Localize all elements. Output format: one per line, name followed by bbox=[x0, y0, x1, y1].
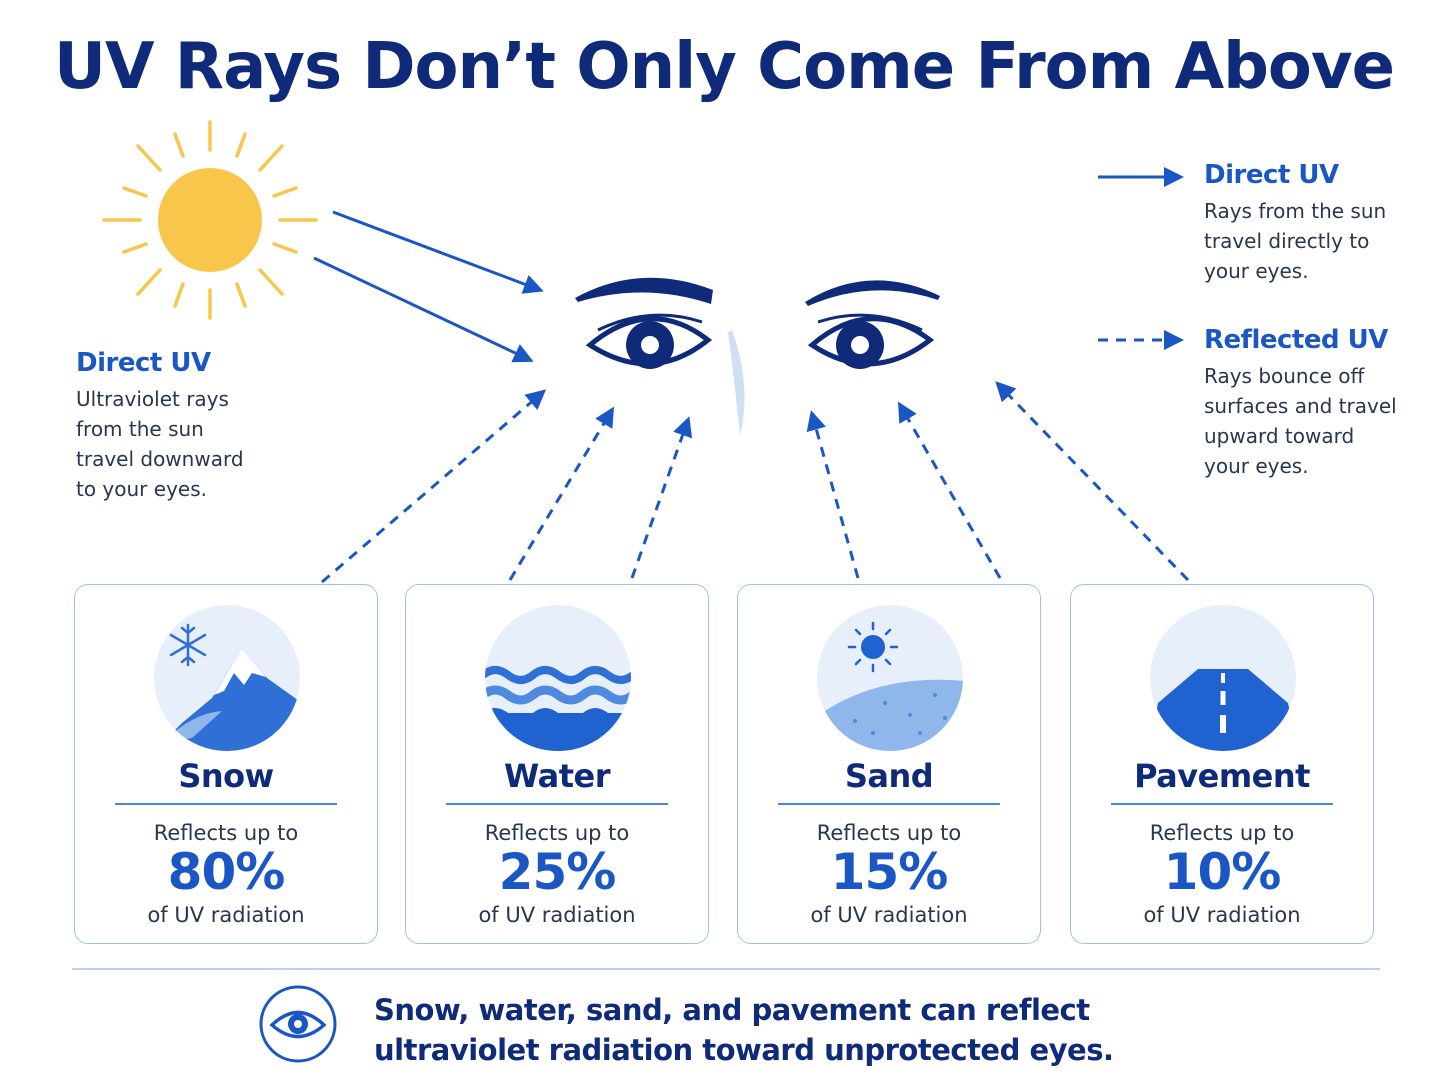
legend-direct-heading: Direct UV bbox=[1204, 160, 1339, 190]
card-divider bbox=[778, 803, 1000, 805]
legend-line: Rays from the sun bbox=[1204, 199, 1387, 223]
card-divider bbox=[115, 803, 337, 805]
surface-name: Water bbox=[503, 757, 611, 795]
surface-prefix: Reflects up to bbox=[153, 821, 299, 845]
reflected-uv-arrow bbox=[806, 410, 860, 579]
surface-card-water: Water Reflects up to 25% of UV radiation bbox=[405, 584, 709, 944]
legend-direct-text: Rays from the sun travel directly to you… bbox=[1204, 196, 1386, 286]
left-note: Direct UV Ultraviolet rays from the sun … bbox=[76, 348, 244, 504]
card-divider bbox=[1111, 803, 1333, 805]
reflected-uv-arrow bbox=[897, 401, 1002, 579]
eyes-icon bbox=[575, 277, 940, 436]
surface-suffix: of UV radiation bbox=[810, 903, 968, 927]
left-note-line: to your eyes. bbox=[76, 477, 207, 501]
footer-text: Snow, water, sand, and pavement can refl… bbox=[374, 990, 1134, 1070]
surface-percent: 25% bbox=[498, 843, 617, 901]
footer-line: ultraviolet radiation toward unprotected… bbox=[374, 1033, 1114, 1067]
surface-percent: 15% bbox=[830, 843, 949, 901]
legend-line: Rays bounce off bbox=[1204, 364, 1365, 388]
road-icon bbox=[1150, 605, 1296, 751]
reflected-uv-arrow bbox=[321, 389, 547, 584]
legend-line: upward toward bbox=[1204, 424, 1355, 448]
sand-dune-icon bbox=[817, 605, 963, 751]
sun-icon bbox=[102, 120, 318, 320]
left-note-heading: Direct UV bbox=[76, 348, 211, 378]
left-note-line: Ultraviolet rays bbox=[76, 387, 229, 411]
legend-line: surfaces and travel bbox=[1204, 394, 1397, 418]
surface-suffix: of UV radiation bbox=[147, 903, 305, 927]
legend-reflected: Reflected UV Rays bounce off surfaces an… bbox=[1204, 325, 1397, 481]
surface-name: Pavement bbox=[1134, 757, 1310, 795]
reflected-uv-arrow bbox=[508, 406, 615, 581]
legend-line: travel directly to bbox=[1204, 229, 1370, 253]
legend-direct: Direct UV Rays from the sun travel direc… bbox=[1204, 160, 1386, 286]
surface-prefix: Reflects up to bbox=[1149, 821, 1295, 845]
surface-name: Snow bbox=[178, 757, 274, 795]
legend-line: your eyes. bbox=[1204, 454, 1309, 478]
card-divider bbox=[446, 803, 668, 805]
surface-card-pavement: Pavement Reflects up to 10% of UV radiat… bbox=[1070, 584, 1374, 944]
footer-divider bbox=[72, 968, 1380, 970]
surface-name: Sand bbox=[844, 757, 934, 795]
surface-percent: 10% bbox=[1163, 843, 1282, 901]
surface-percent: 80% bbox=[167, 843, 286, 901]
snow-mountain-icon bbox=[154, 605, 300, 751]
surface-prefix: Reflects up to bbox=[816, 821, 962, 845]
surface-card-snow: Snow Reflects up to 80% of UV radiation bbox=[74, 584, 378, 944]
eye-icon bbox=[259, 985, 337, 1063]
reflected-uv-arrow bbox=[995, 381, 1190, 582]
legend-line: your eyes. bbox=[1204, 259, 1309, 283]
surface-suffix: of UV radiation bbox=[478, 903, 636, 927]
left-note-line: travel downward bbox=[76, 447, 244, 471]
water-waves-icon bbox=[485, 605, 631, 751]
surface-prefix: Reflects up to bbox=[484, 821, 630, 845]
surface-suffix: of UV radiation bbox=[1143, 903, 1301, 927]
footer-line: Snow, water, sand, and pavement can refl… bbox=[374, 993, 1090, 1027]
legend-reflected-text: Rays bounce off surfaces and travel upwa… bbox=[1204, 361, 1397, 481]
surface-card-sand: Sand Reflects up to 15% of UV radiation bbox=[737, 584, 1041, 944]
direct-uv-arrow bbox=[332, 210, 544, 294]
page-title: UV Rays Don’t Only Come From Above bbox=[54, 30, 1395, 104]
left-note-line: from the sun bbox=[76, 417, 204, 441]
direct-uv-arrow bbox=[313, 256, 534, 363]
legend-reflected-heading: Reflected UV bbox=[1204, 325, 1388, 355]
reflected-uv-arrow bbox=[630, 416, 693, 579]
left-note-text: Ultraviolet rays from the sun travel dow… bbox=[76, 384, 244, 504]
